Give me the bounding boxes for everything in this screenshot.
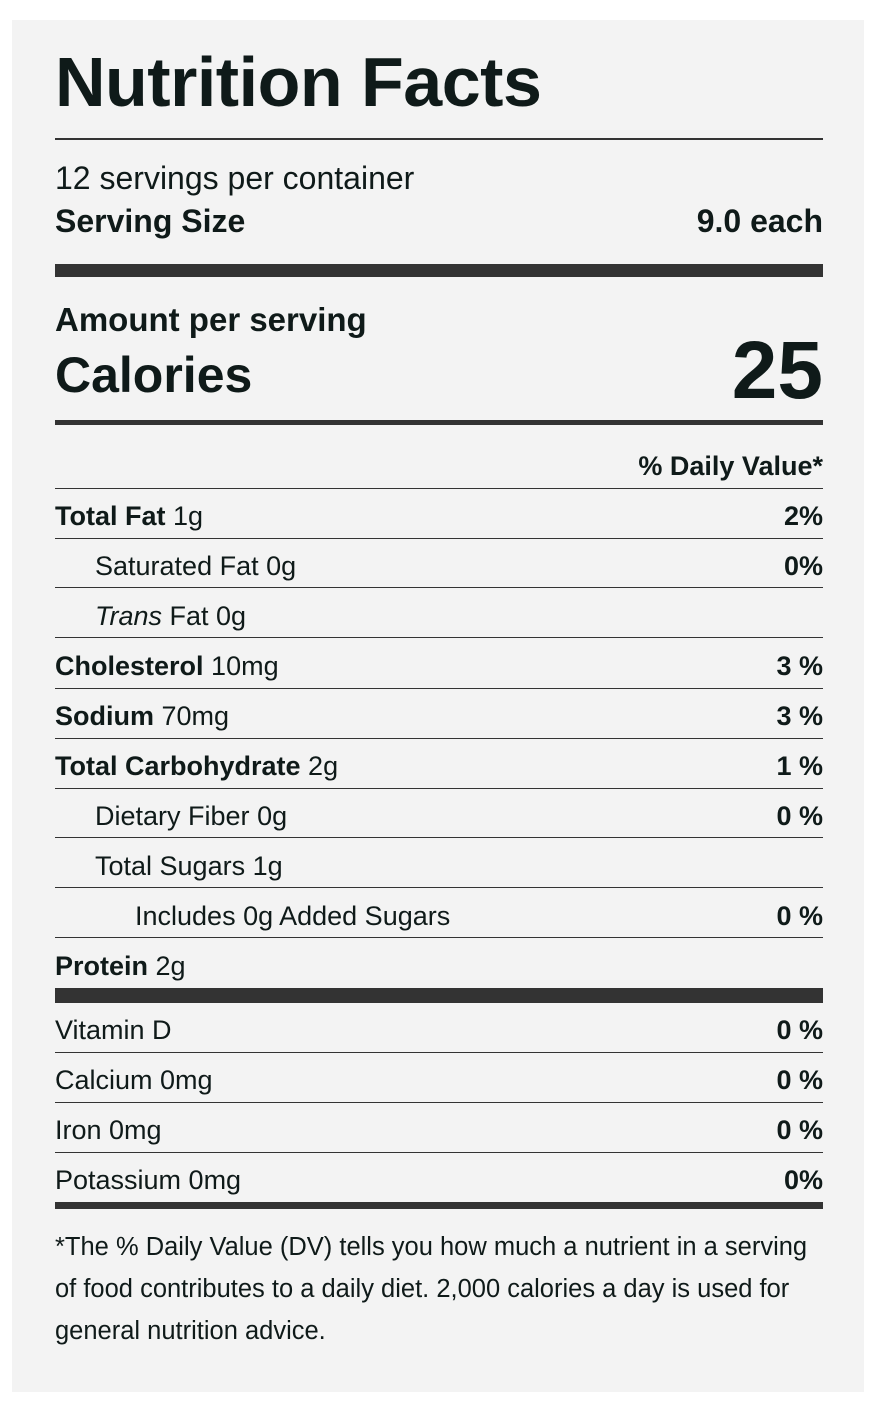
nutrient-name: Saturated Fat <box>95 551 259 581</box>
nutrient-amount: Fat 0g <box>169 601 247 631</box>
label-panel <box>12 20 864 1392</box>
dv-header: % Daily Value* <box>638 451 823 481</box>
calories: Calories 25 <box>55 325 823 416</box>
title: Nutrition Facts <box>55 43 542 121</box>
nutrient-name: Includes 0g Added Sugars <box>135 901 451 931</box>
dv-header-row: % Daily Value* <box>55 439 823 489</box>
thick-bar <box>55 264 823 277</box>
nutrient-name: Total Carbohydrate <box>55 751 301 781</box>
calories-label: Calories <box>55 347 253 403</box>
nutrient-amount: 1g <box>173 501 204 531</box>
footnote: *The % Daily Value (DV) tells you how mu… <box>55 1233 808 1345</box>
nutrient-dv: 0 % <box>776 801 823 831</box>
medium-bar <box>55 420 823 425</box>
nutrient-dv: 1 % <box>776 751 823 781</box>
nutrient-name: Cholesterol <box>55 651 204 681</box>
nutrient-amount: 10mg <box>211 651 279 681</box>
divider <box>55 138 823 140</box>
serving-size-value: 9.0 each <box>696 203 823 239</box>
amount-per-serving: Amount per serving <box>55 301 367 338</box>
nutrient-row: Sodium 70mg 3 % <box>55 689 823 739</box>
nutrient-row: Total Carbohydrate 2g 1 % <box>55 739 823 789</box>
nutrient-dv: 3 % <box>776 651 823 681</box>
nutrient-row: Trans Fat 0g <box>55 589 823 638</box>
vitamin-dv: 0 % <box>776 1015 823 1045</box>
serving-size-label: Serving Size <box>55 203 246 239</box>
vitamin-name: Potassium 0mg <box>55 1165 242 1195</box>
serving-size: Serving Size 9.0 each <box>55 201 823 241</box>
vitamin-row: Vitamin D 0 % <box>55 1003 823 1053</box>
vitamin-name: Vitamin D <box>55 1015 172 1045</box>
nutrient-name: Total Fat <box>55 501 166 531</box>
nutrient-name: Protein <box>55 951 149 981</box>
nutrient-row: Total Sugars 1g <box>55 839 823 888</box>
vitamin-row: Iron 0mg 0 % <box>55 1103 823 1153</box>
nutrient-row: Includes 0g Added Sugars 0 % <box>55 889 823 938</box>
nutrient-row: Cholesterol 10mg 3 % <box>55 639 823 689</box>
nutrient-dv: 0% <box>783 551 823 581</box>
nutrient-row: Protein 2g <box>55 939 823 988</box>
nutrient-dv: 3 % <box>776 701 823 731</box>
nutrient-name: Dietary Fiber <box>95 801 250 831</box>
nutrient-amount: 0g <box>266 551 297 581</box>
nutrient-amount: 0g <box>257 801 288 831</box>
medium-bar <box>55 1202 823 1209</box>
nutrient-amount: 2g <box>155 951 186 981</box>
vitamin-dv: 0% <box>783 1165 823 1195</box>
nutrient-amount: 1g <box>252 851 283 881</box>
vitamin-name: Calcium 0mg <box>55 1065 213 1095</box>
nutrient-row: Saturated Fat 0g 0% <box>55 539 823 588</box>
nutrient-name: Trans <box>95 601 163 631</box>
nutrient-amount: 70mg <box>161 701 230 731</box>
thick-bar <box>55 988 823 1003</box>
nutrient-row: Dietary Fiber 0g 0 % <box>55 789 823 838</box>
vitamin-dv: 0 % <box>776 1065 823 1095</box>
nutrient-dv: 2% <box>783 501 823 531</box>
vitamin-name: Iron 0mg <box>55 1115 162 1145</box>
nutrient-name: Sodium <box>55 701 154 731</box>
nutrient-name: Total Sugars <box>95 851 246 881</box>
servings: 12 servings per container <box>55 160 415 196</box>
vitamin-row: Potassium 0mg 0% <box>55 1153 823 1202</box>
nutrient-row: Total Fat 1g 2% <box>55 489 823 539</box>
vitamin-dv: 0 % <box>776 1115 823 1145</box>
vitamin-row: Calcium 0mg 0 % <box>55 1053 823 1103</box>
nutrient-dv: 0 % <box>776 901 823 931</box>
nutrient-amount: 2g <box>308 751 339 781</box>
calories-value: 25 <box>731 325 823 416</box>
